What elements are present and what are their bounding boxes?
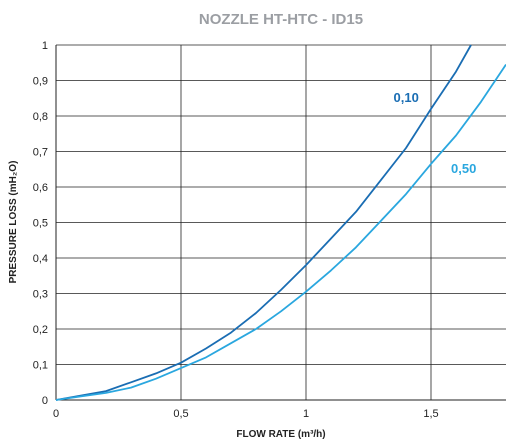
y-tick-label: 0,2 xyxy=(33,324,48,336)
series-lines xyxy=(55,44,506,401)
grid-lines xyxy=(55,44,506,401)
series-label: 0,10 xyxy=(394,90,419,105)
x-tick-label: 1,5 xyxy=(423,408,438,420)
y-tick-label: 0,6 xyxy=(33,182,48,194)
series-labels: 0,10 0,50 xyxy=(394,90,477,176)
y-tick-label: 0 xyxy=(42,395,48,407)
y-tick-label: 0,1 xyxy=(33,360,48,372)
y-tick-label: 1 xyxy=(42,40,48,52)
y-tick-label: 0,7 xyxy=(33,147,48,159)
series-line xyxy=(55,44,472,401)
series-label: 0,50 xyxy=(451,161,476,176)
y-tick-label: 0,3 xyxy=(33,289,48,301)
chart-title: NOZZLE HT-HTC - ID15 xyxy=(199,11,363,28)
y-tick-label: 0,5 xyxy=(33,218,48,230)
x-tick-label: 0,5 xyxy=(173,408,188,420)
x-axis-label: FLOW RATE (m³/h) xyxy=(236,429,325,440)
y-tick-label: 0,4 xyxy=(33,253,48,265)
tick-labels: 0 0,1 0,2 0,3 0,4 0,5 0,6 0,7 0,8 0,9 1 0 0,5 1 1,5 xyxy=(33,40,439,420)
y-tick-label: 0,9 xyxy=(33,76,48,88)
x-tick-label: 1 xyxy=(303,408,309,420)
y-tick-label: 0,8 xyxy=(33,111,48,123)
y-axis-label: PRESSURE LOSS (mH₂O) xyxy=(8,161,19,284)
x-tick-label: 0 xyxy=(53,408,59,420)
series-line xyxy=(55,63,506,401)
